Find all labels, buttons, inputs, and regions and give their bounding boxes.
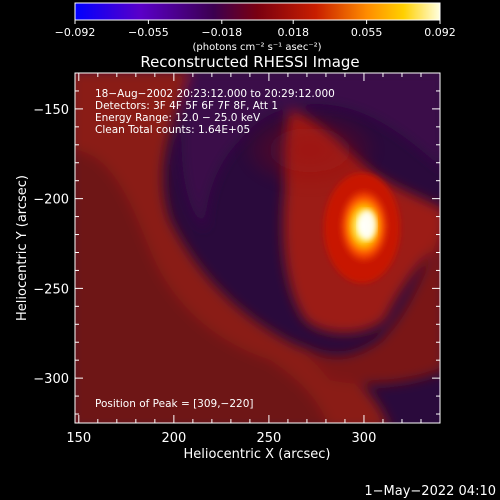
x-axis: 150 200 250 300: [66, 73, 441, 446]
colorbar-units-label: (photons cm⁻² s⁻¹ asec⁻²): [192, 42, 321, 53]
footer-date: 1−May−2022 04:10: [364, 484, 496, 499]
x-tick-label: 150: [66, 431, 91, 446]
colorbar-tick-label: −0.055: [128, 26, 169, 39]
colorbar: [74, 2, 441, 21]
heatmap-image: [75, 73, 440, 423]
annotation-line: 18−Aug−2002 20:23:12.000 to 20:29:12.000: [95, 88, 335, 100]
x-axis-label: Heliocentric X (arcsec): [184, 447, 331, 462]
x-tick-label: 300: [352, 431, 377, 446]
annotation-line: Energy Range: 12.0 − 25.0 keV: [95, 112, 261, 124]
colorbar-tick-label: 0.055: [351, 26, 383, 39]
annotation-line: Detectors: 3F 4F 5F 6F 7F 8F, Att 1: [95, 100, 278, 112]
colorbar-tick-label: 0.092: [424, 26, 456, 39]
colorbar-tick-label: −0.092: [55, 26, 96, 39]
colorbar-ticks: −0.092 −0.055 −0.018 0.018 0.055 0.092: [55, 20, 456, 39]
chart-title: Reconstructed RHESSI Image: [140, 53, 359, 71]
x-tick-label: 200: [161, 431, 186, 446]
x-tick-label: 250: [256, 431, 281, 446]
y-axis: −150 −200 −250 −300: [33, 72, 440, 415]
colorbar-tick-label: −0.018: [201, 26, 242, 39]
plot-frame: [74, 72, 441, 424]
peak-position-label: Position of Peak = [309,−220]: [95, 398, 254, 410]
colorbar-tick-label: 0.018: [277, 26, 309, 39]
y-tick-label: −300: [33, 372, 69, 387]
y-tick-label: −150: [33, 103, 69, 118]
annotations: 18−Aug−2002 20:23:12.000 to 20:29:12.000…: [95, 88, 335, 136]
y-tick-label: −200: [33, 193, 69, 208]
y-tick-label: −250: [33, 282, 69, 297]
y-axis-label: Heliocentric Y (arcsec): [15, 175, 30, 321]
annotation-line: Clean Total counts: 1.64E+05: [95, 124, 250, 136]
